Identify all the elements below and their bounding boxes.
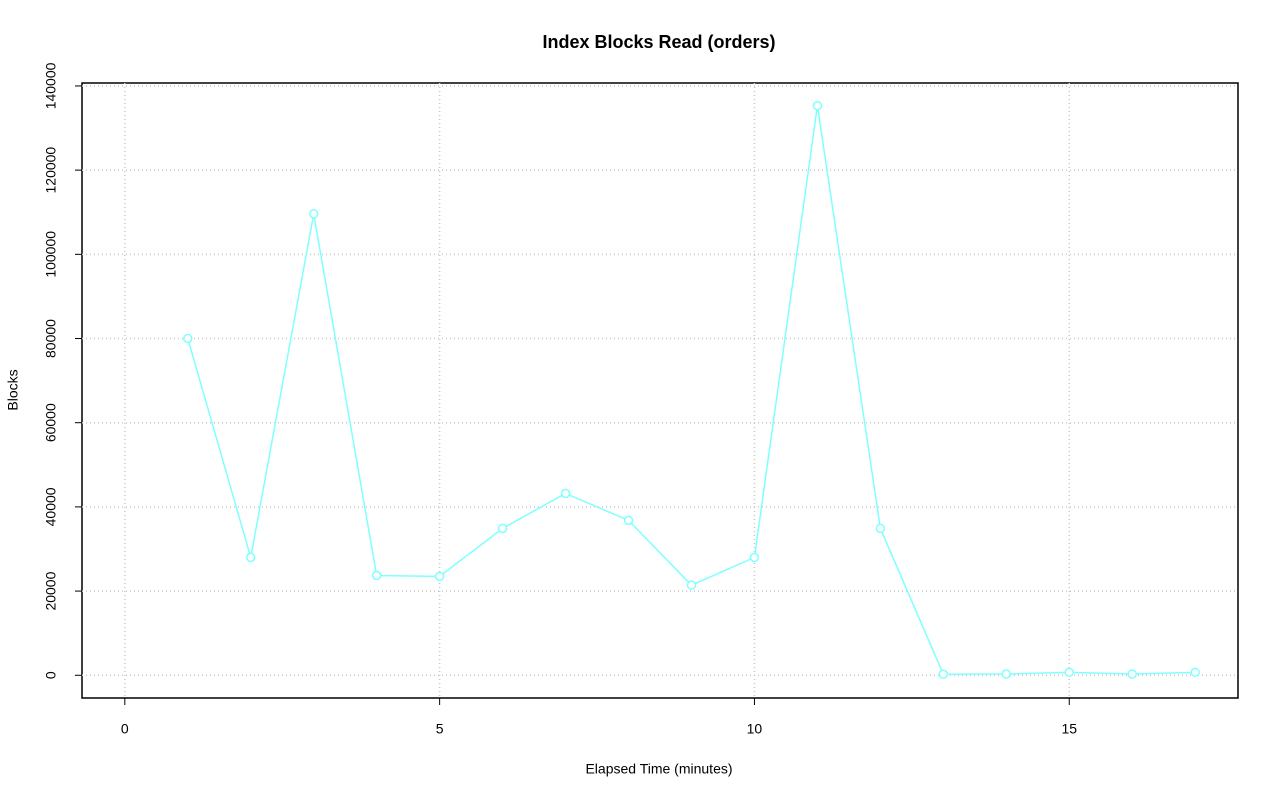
data-point xyxy=(560,488,571,499)
data-point xyxy=(183,333,193,344)
data-point xyxy=(371,570,382,581)
plot-frame xyxy=(81,82,1239,699)
y-tick-label: 120000 xyxy=(43,147,59,194)
data-point xyxy=(1190,667,1200,678)
chart-title: Index Blocks Read (orders) xyxy=(542,32,775,52)
y-tick-label: 20000 xyxy=(43,571,59,610)
data-point xyxy=(1001,669,1012,679)
x-tick-label: 0 xyxy=(121,721,129,737)
data-point xyxy=(245,552,256,563)
x-tick-label: 10 xyxy=(747,721,763,737)
data-point xyxy=(623,515,634,526)
data-point xyxy=(686,580,697,590)
y-axis-label: Blocks xyxy=(5,369,21,410)
data-point xyxy=(812,100,823,111)
y-tick-label: 60000 xyxy=(43,403,59,442)
data-point xyxy=(875,523,886,534)
x-axis-label: Elapsed Time (minutes) xyxy=(585,761,732,777)
y-tick-label: 40000 xyxy=(43,487,59,526)
x-tick-label: 5 xyxy=(436,721,444,737)
data-point xyxy=(1127,669,1137,679)
y-tick-label: 80000 xyxy=(43,319,59,358)
data-point xyxy=(497,523,508,534)
data-point xyxy=(434,571,445,582)
data-point xyxy=(1064,667,1075,678)
data-point xyxy=(308,209,319,219)
y-tick-label: 140000 xyxy=(43,62,59,109)
data-point xyxy=(938,669,949,680)
y-tick-label: 0 xyxy=(43,671,59,679)
data-point xyxy=(749,552,760,563)
x-tick-label: 15 xyxy=(1061,721,1077,737)
y-tick-label: 100000 xyxy=(43,231,59,278)
